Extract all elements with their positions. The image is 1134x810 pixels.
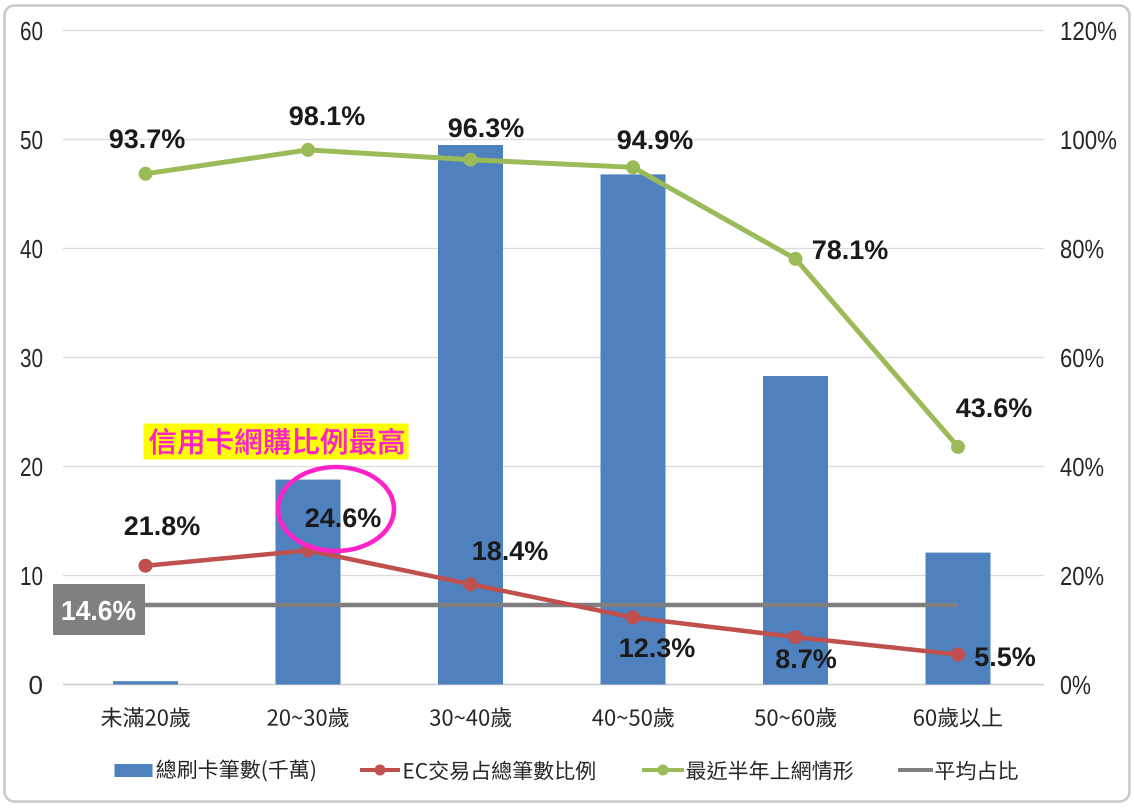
svg-text:50: 50 (20, 125, 43, 155)
svg-text:8.7%: 8.7% (775, 644, 837, 674)
svg-text:78.1%: 78.1% (812, 235, 889, 265)
svg-text:18.4%: 18.4% (472, 536, 549, 566)
svg-text:30: 30 (20, 343, 43, 373)
svg-text:40%: 40% (1060, 452, 1104, 482)
svg-text:40: 40 (20, 234, 43, 264)
svg-text:120%: 120% (1060, 16, 1117, 46)
svg-text:21.8%: 21.8% (124, 511, 201, 541)
svg-text:60: 60 (20, 16, 43, 46)
svg-text:96.3%: 96.3% (448, 113, 525, 143)
svg-text:100%: 100% (1060, 125, 1117, 155)
svg-text:94.9%: 94.9% (617, 125, 694, 155)
svg-text:60%: 60% (1060, 343, 1104, 373)
svg-text:20: 20 (20, 452, 43, 482)
svg-text:20%: 20% (1060, 561, 1104, 591)
svg-text:98.1%: 98.1% (289, 101, 366, 131)
svg-text:12.3%: 12.3% (619, 633, 696, 663)
svg-text:43.6%: 43.6% (956, 393, 1033, 423)
svg-text:10: 10 (20, 561, 43, 591)
svg-text:93.7%: 93.7% (109, 124, 186, 154)
svg-text:24.6%: 24.6% (305, 503, 382, 533)
svg-text:0: 0 (29, 670, 43, 700)
svg-text:14.6%: 14.6% (61, 595, 136, 626)
svg-text:80%: 80% (1060, 234, 1104, 264)
svg-text:0%: 0% (1060, 670, 1091, 700)
svg-text:5.5%: 5.5% (974, 642, 1036, 672)
